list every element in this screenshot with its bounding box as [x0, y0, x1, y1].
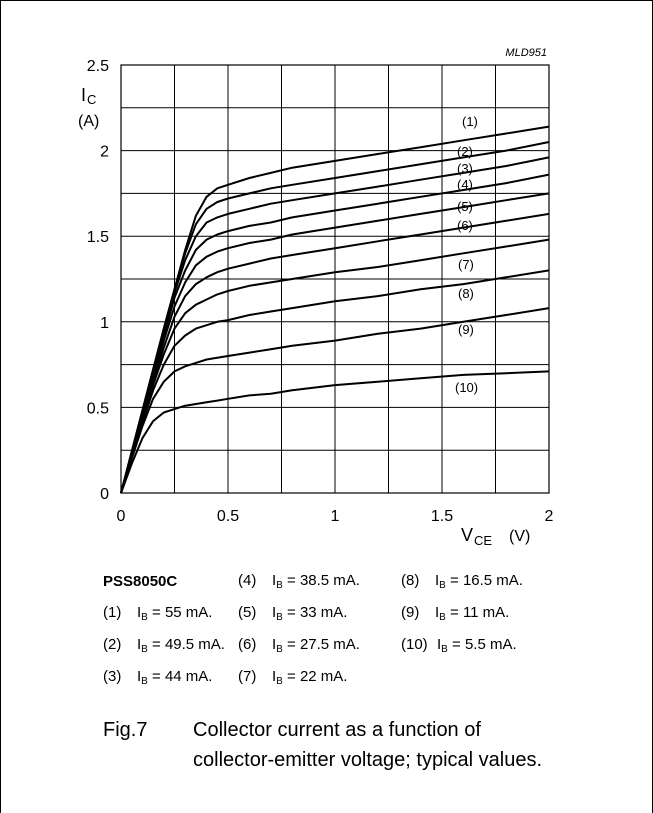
caption-line-2: collector-emitter voltage; typical value…: [193, 749, 543, 771]
legend-item-value: = 22 mA.: [282, 668, 348, 685]
legend-item-subscript: B: [439, 580, 446, 591]
legend-item: (7) IB = 22 mA.: [238, 668, 348, 687]
legend-item-subscript: B: [276, 644, 283, 655]
curve-6: [120, 212, 550, 494]
legend-item-number: (2): [103, 636, 122, 653]
legend-item-number: (10): [401, 636, 428, 653]
x-tick-label: 2: [545, 508, 554, 525]
curve-label-9: (9): [458, 322, 474, 337]
caption-line-1: Collector current as a function of: [193, 719, 481, 741]
y-axis-label-unit: (A): [78, 113, 99, 130]
legend-item: (10) IB = 5.5 mA.: [401, 636, 517, 655]
legend-item-symbol: I: [272, 572, 277, 589]
legend-item-symbol: I: [272, 668, 277, 685]
legend-item: (3) IB = 44 mA.: [103, 668, 213, 687]
figure-number: Fig.7: [103, 719, 148, 741]
legend-item-subscript: B: [276, 676, 283, 687]
curve-label-6: (6): [457, 218, 473, 233]
y-tick-label: 0: [100, 486, 109, 503]
legend-item-number: (3): [103, 668, 122, 685]
legend-item-value: = 38.5 mA.: [282, 572, 360, 589]
y-tick-label: 2.5: [87, 58, 109, 75]
legend-item-number: (1): [103, 604, 122, 621]
curve-label-10: (10): [455, 380, 478, 395]
legend-item-value: = 5.5 mA.: [447, 636, 517, 653]
legend-title: PSS8050C: [103, 573, 178, 590]
legend-item-number: (4): [238, 572, 257, 589]
y-tick-label: 0.5: [87, 400, 109, 417]
y-tick-label: 2: [100, 144, 109, 161]
y-tick-label: 1.5: [87, 229, 109, 246]
legend-item-value: = 27.5 mA.: [282, 636, 360, 653]
legend-item-subscript: B: [141, 644, 148, 655]
legend-item: (6) IB = 27.5 mA.: [238, 636, 360, 655]
chart-code: MLD951: [505, 47, 547, 59]
legend-item-symbol: I: [137, 668, 142, 685]
x-axis-label-subscript: CE: [474, 533, 492, 548]
legend-item-symbol: I: [435, 572, 440, 589]
legend-item-number: (8): [401, 572, 420, 589]
curve-8: [120, 269, 550, 494]
legend-item: (2) IB = 49.5 mA.: [103, 636, 225, 655]
curve-label-5: (5): [457, 199, 473, 214]
x-tick-label: 0.5: [217, 508, 239, 525]
legend-item-value: = 11 mA.: [445, 604, 510, 621]
legend-item-value: = 16.5 mA.: [445, 572, 523, 589]
curve-4: [120, 173, 550, 494]
legend-item-subscript: B: [276, 612, 283, 623]
curve-3: [120, 156, 550, 494]
curve-7: [120, 238, 550, 494]
curve-label-4: (4): [457, 177, 473, 192]
legend-item-symbol: I: [437, 636, 442, 653]
curve-10: [120, 370, 550, 494]
legend-item-value: = 33 mA.: [282, 604, 348, 621]
legend-item-number: (6): [238, 636, 257, 653]
x-tick-label: 0: [117, 508, 126, 525]
legend-item: (8) IB = 16.5 mA.: [401, 572, 523, 591]
curve-5: [120, 192, 550, 494]
legend-item-subscript: B: [141, 676, 148, 687]
legend-item-value: = 55 mA.: [147, 604, 213, 621]
legend-item-subscript: B: [441, 644, 448, 655]
legend-item-value: = 44 mA.: [147, 668, 213, 685]
plot-area-border: [120, 64, 550, 494]
legend-item-subscript: B: [276, 580, 283, 591]
legend-item-value: = 49.5 mA.: [147, 636, 225, 653]
y-axis-label-subscript: C: [87, 92, 96, 107]
x-tick-label: 1.5: [431, 508, 453, 525]
curve-label-7: (7): [458, 257, 474, 272]
x-axis-label-symbol: V: [461, 525, 473, 545]
legend-item-number: (5): [238, 604, 257, 621]
legend-item-number: (9): [401, 604, 420, 621]
y-tick-label: 1: [100, 315, 109, 332]
curve-9: [120, 307, 550, 494]
legend-item: (9) IB = 11 mA.: [401, 604, 510, 623]
legend-item-subscript: B: [141, 612, 148, 623]
legend-item-subscript: B: [439, 612, 446, 623]
legend-item-symbol: I: [272, 604, 277, 621]
legend-item-symbol: I: [137, 636, 142, 653]
legend-item-symbol: I: [137, 604, 142, 621]
legend-item: (4) IB = 38.5 mA.: [238, 572, 360, 591]
curve-label-2: (2): [457, 144, 473, 159]
x-tick-label: 1: [331, 508, 340, 525]
curve-label-8: (8): [458, 286, 474, 301]
legend-item: (5) IB = 33 mA.: [238, 604, 348, 623]
legend-item: (1) IB = 55 mA.: [103, 604, 213, 623]
y-axis-label-symbol: I: [81, 85, 86, 105]
legend-item-symbol: I: [435, 604, 440, 621]
chart: 0 0.5 1 1.5 2 0 0.5 1 1.5 2 2.5I C (A) V CE (V) MLD951 (1…: [78, 47, 554, 548]
x-axis-label-unit: (V): [509, 528, 530, 545]
curve-label-3: (3): [457, 161, 473, 176]
legend-item-number: (7): [238, 668, 257, 685]
legend-item-symbol: I: [272, 636, 277, 653]
curve-label-1: (1): [462, 114, 478, 129]
